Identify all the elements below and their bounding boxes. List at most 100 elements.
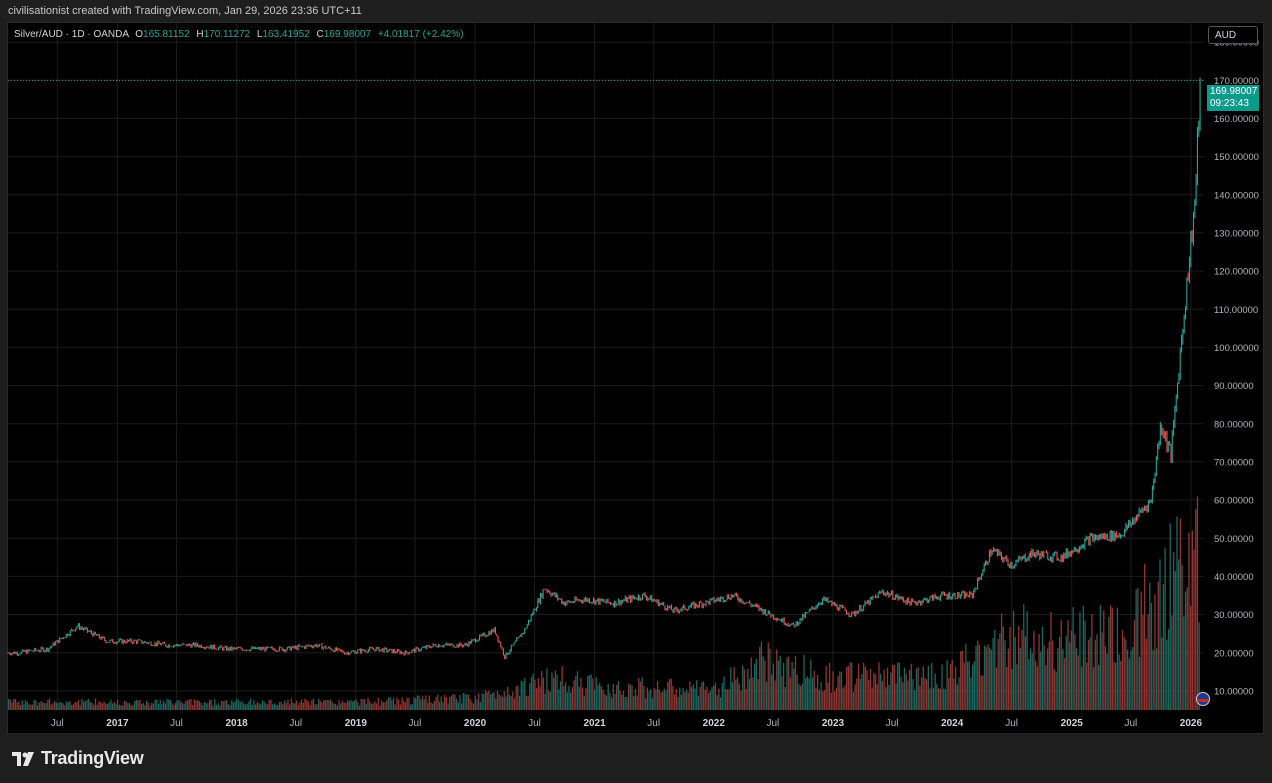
volume-bar <box>127 702 129 710</box>
volume-bar <box>1166 639 1168 710</box>
volume-bar <box>1021 629 1023 710</box>
volume-bar <box>294 703 296 710</box>
volume-bar <box>260 704 262 710</box>
volume-bar <box>590 674 592 710</box>
volume-bar <box>459 694 461 710</box>
volume-bar <box>486 692 488 710</box>
price-tick-label: 140.00000 <box>1214 190 1259 201</box>
volume-bar <box>207 702 209 710</box>
volume-bar <box>1191 530 1194 710</box>
volume-bar <box>387 697 390 710</box>
volume-bar <box>208 699 211 710</box>
volume-bar <box>282 704 284 710</box>
volume-bar <box>830 692 832 710</box>
volume-bar <box>1086 662 1088 710</box>
volume-bar <box>927 665 930 710</box>
volume-bar <box>13 698 15 710</box>
volume-bar <box>1183 616 1185 710</box>
symbol-name[interactable]: Silver/AUD · 1D · OANDA <box>14 29 129 40</box>
volume-bar <box>898 662 901 710</box>
volume-bar <box>1087 639 1090 710</box>
volume-bar <box>587 675 589 710</box>
volume-bar <box>580 677 582 710</box>
volume-bar <box>375 703 378 710</box>
volume-bar <box>81 699 83 710</box>
volume-bar <box>171 703 173 710</box>
volume-bar <box>1178 559 1180 710</box>
volume-bar <box>699 686 701 710</box>
chart-area[interactable] <box>7 22 1264 734</box>
currency-button[interactable]: AUD <box>1208 26 1258 44</box>
volume-bar <box>828 663 831 710</box>
volume-bar <box>903 667 906 710</box>
volume-bar <box>254 704 257 710</box>
volume-bar <box>505 696 507 710</box>
volume-bar <box>256 702 258 710</box>
volume-bar <box>157 703 160 710</box>
volume-bar <box>162 700 165 710</box>
volume-bar <box>982 675 984 710</box>
volume-bar <box>86 700 88 710</box>
volume-bar <box>771 674 773 710</box>
close-value: 169.98007 <box>323 29 372 40</box>
volume-bar <box>1195 508 1197 710</box>
volume-bar <box>530 676 533 710</box>
volume-bar <box>663 688 666 710</box>
volume-bar <box>1045 665 1047 710</box>
volume-bar <box>122 705 124 710</box>
volume-bar <box>1190 605 1192 710</box>
volume-bar <box>484 690 487 710</box>
volume-bar <box>227 704 230 710</box>
volume-bar <box>311 699 313 710</box>
volume-bar <box>65 701 68 710</box>
volume-bar <box>760 641 763 710</box>
volume-bar <box>558 689 560 710</box>
volume-bar <box>19 705 22 710</box>
volume-bar <box>513 698 516 710</box>
volume-bar <box>1133 620 1136 710</box>
volume-bar <box>226 700 228 710</box>
volume-bar <box>926 679 928 710</box>
volume-bar <box>36 705 39 710</box>
volume-bar <box>815 687 817 710</box>
volume-bar <box>808 678 810 710</box>
volume-bar <box>1106 653 1108 710</box>
volume-bar <box>532 673 534 710</box>
volume-bar <box>1169 523 1171 710</box>
volume-bar <box>931 663 933 710</box>
volume-bar <box>466 694 468 710</box>
volume-bar <box>522 681 524 710</box>
volume-bar <box>680 694 683 710</box>
volume-bar <box>547 690 550 710</box>
low-label: L <box>256 29 263 40</box>
volume-bar <box>973 661 975 710</box>
volume-bar <box>851 662 853 710</box>
time-axis[interactable]: Jul 2017 Jul 2018 Jul 2019 Jul 2020 Jul 2021 Jul 20… <box>51 718 1203 729</box>
volume-bar <box>319 700 321 710</box>
volume-bar <box>145 700 148 710</box>
volume-bar <box>1035 660 1037 710</box>
volume-bar <box>736 677 739 710</box>
volume-bar <box>1067 620 1069 710</box>
volume-bar <box>425 695 427 710</box>
volume-bar <box>978 644 981 710</box>
volume-bar <box>575 676 577 710</box>
volume-bar <box>908 669 911 710</box>
volume-bar <box>581 687 584 710</box>
volume-bar <box>646 687 648 710</box>
volume-bar <box>353 700 356 710</box>
price-axis[interactable]: 180.00000170.00000160.00000150.00000140.… <box>1214 38 1259 698</box>
tradingview-logo[interactable]: TradingView <box>12 748 144 769</box>
volume-bar <box>418 695 420 710</box>
volume-bar <box>401 697 403 710</box>
volume-bar <box>239 702 241 710</box>
volume-bar <box>738 683 740 710</box>
high-label: H <box>196 29 204 40</box>
volume-bar <box>714 682 717 710</box>
volume-bar <box>610 697 613 710</box>
volume-bar <box>690 686 693 710</box>
volume-bar <box>314 704 316 710</box>
volume-bar <box>554 670 557 710</box>
volume-bar <box>312 698 315 710</box>
